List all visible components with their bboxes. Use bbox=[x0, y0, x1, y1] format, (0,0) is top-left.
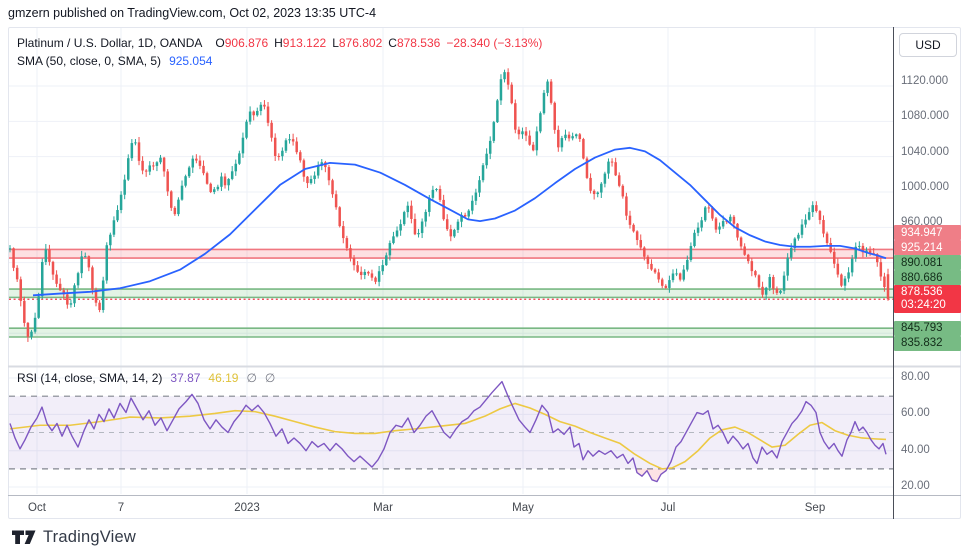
price-tick-label: 1040.000 bbox=[901, 146, 949, 158]
rsi-null-2: ∅ bbox=[264, 371, 276, 385]
price-tick-label: 960.000 bbox=[901, 216, 943, 228]
time-tick-label: May bbox=[512, 502, 534, 514]
time-tick-label: Oct bbox=[28, 502, 46, 514]
low-label: L bbox=[332, 36, 339, 50]
zone-price-badge: 845.793 bbox=[894, 320, 961, 336]
publish-attribution: gmzern published on TradingView.com, Oct… bbox=[8, 6, 377, 20]
time-tick-label: 2023 bbox=[234, 502, 260, 514]
bar-countdown: 03:24:20 bbox=[901, 299, 946, 312]
rsi-tick-label: 20.00 bbox=[901, 480, 930, 492]
change-value: −28.340 (−3.13%) bbox=[446, 36, 543, 50]
symbol-title: Platinum / U.S. Dollar, 1D, OANDA bbox=[17, 36, 203, 50]
low-value: 876.802 bbox=[338, 36, 383, 50]
time-tick-label: Mar bbox=[373, 502, 393, 514]
zone-price-badge: 925.214 bbox=[894, 240, 961, 256]
last-price-value: 878.536 bbox=[901, 286, 943, 299]
rsi-legend[interactable]: RSI (14, close, SMA, 14, 2) 37.87 46.19 ∅ ∅ bbox=[17, 371, 275, 385]
price-tick-label: 1000.000 bbox=[901, 181, 949, 193]
rsi-title: RSI (14, close, SMA, 14, 2) bbox=[17, 371, 163, 385]
rsi-tick-label: 40.00 bbox=[901, 444, 930, 456]
time-tick-label: Sep bbox=[804, 502, 826, 514]
tradingview-footer-link[interactable]: TradingView bbox=[12, 528, 136, 547]
price-tick-label: 1120.000 bbox=[901, 75, 949, 87]
tradingview-wordmark: TradingView bbox=[43, 528, 136, 546]
zone-price-badge: 890.081 bbox=[894, 255, 961, 271]
zone-price-badge: 880.686 bbox=[894, 270, 961, 286]
currency-button[interactable]: USD bbox=[899, 33, 957, 57]
sma-legend[interactable]: SMA (50, close, 0, SMA, 5) 925.054 bbox=[17, 54, 212, 68]
symbol-legend[interactable]: Platinum / U.S. Dollar, 1D, OANDA O906.87… bbox=[17, 36, 542, 50]
close-label: C bbox=[388, 36, 397, 50]
last-price-badge: 878.536 03:24:20 bbox=[894, 285, 961, 314]
rsi-null-1: ∅ bbox=[246, 371, 257, 385]
open-label: O bbox=[215, 36, 225, 50]
rsi-ma-value: 46.19 bbox=[208, 371, 239, 385]
zone-price-badge: 835.832 bbox=[894, 335, 961, 351]
close-value: 878.536 bbox=[396, 36, 441, 50]
rsi-value: 37.87 bbox=[170, 371, 201, 385]
tradingview-logo-icon bbox=[12, 530, 36, 544]
rsi-tick-label: 80.00 bbox=[901, 371, 930, 383]
price-tick-label: 1080.000 bbox=[901, 110, 949, 122]
zone-price-badge: 934.947 bbox=[894, 225, 961, 241]
high-value: 913.122 bbox=[282, 36, 327, 50]
sma-value: 925.054 bbox=[169, 54, 213, 68]
time-tick-label: Jul bbox=[660, 502, 676, 514]
rsi-tick-label: 60.00 bbox=[901, 407, 930, 419]
time-tick-label: 7 bbox=[117, 502, 125, 514]
open-value: 906.876 bbox=[224, 36, 269, 50]
sma-title: SMA (50, close, 0, SMA, 5) bbox=[17, 54, 162, 68]
high-label: H bbox=[274, 36, 283, 50]
